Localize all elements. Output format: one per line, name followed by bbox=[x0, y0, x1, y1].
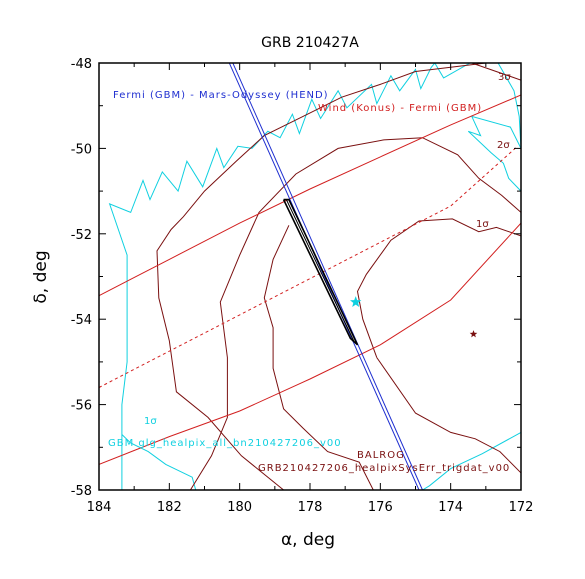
sigma1-balrog-label: 1σ bbox=[476, 219, 489, 230]
balrog-contour-3sigma-right bbox=[471, 63, 521, 81]
y-tick-label-0: -48 bbox=[71, 57, 92, 72]
intersection-box bbox=[282, 198, 359, 346]
y-tick-label-2: -52 bbox=[71, 228, 92, 243]
balrog-contour-1sigma bbox=[376, 357, 521, 474]
dark-star bbox=[469, 330, 478, 338]
wind-fermi-center-line bbox=[99, 145, 518, 388]
gbm-contour-bottom-left bbox=[121, 434, 197, 490]
sigma1-gbm-label: 1σ bbox=[144, 416, 157, 427]
sigma3-label: 3σ bbox=[498, 72, 511, 83]
y-tick-label-4: -56 bbox=[71, 399, 92, 414]
balrog-contour-2sigma bbox=[189, 137, 521, 490]
plot-area: Fermi (GBM) - Mars-Odyssey (HEND) Wind (K… bbox=[99, 63, 521, 490]
x-axis-title: α, deg bbox=[281, 530, 335, 550]
x-tick-label-3: 178 bbox=[298, 500, 323, 515]
chart-title: GRB 210427A bbox=[261, 35, 359, 51]
fermi-odyssey-line-1 bbox=[228, 63, 420, 490]
balrog-label: BALROG bbox=[357, 450, 405, 461]
x-tick-label-1: 182 bbox=[157, 500, 182, 515]
x-tick-label-2: 180 bbox=[227, 500, 252, 515]
x-tick-label-6: 172 bbox=[509, 500, 534, 515]
fermi-odyssey-label: Fermi (GBM) - Mars-Odyssey (HEND) bbox=[113, 90, 329, 101]
wind-fermi-upper-line bbox=[99, 94, 521, 297]
balrog-file-label: GRB210427206_healpixSysErr_trigdat_v00 bbox=[258, 463, 510, 474]
y-tick-label-3: -54 bbox=[71, 313, 92, 328]
intersection-box-mid bbox=[285, 199, 355, 342]
axes: 184 182 180 178 176 174 172 -48 -50 -52 -54 -56 -58 bbox=[71, 57, 534, 515]
x-tick-label-0: 184 bbox=[87, 500, 112, 515]
balrog-contour-1sigma-top bbox=[356, 218, 521, 358]
fermi-odyssey-line-2 bbox=[232, 63, 423, 490]
y-axis-title: δ, deg bbox=[31, 250, 51, 303]
balrog-contour-3sigma bbox=[156, 63, 486, 490]
wind-fermi-label: Wind (Konus) - Fermi (GBM) bbox=[318, 103, 482, 114]
gbm-file-label: GBM glg_healpix_all_bn210427206_v00 bbox=[108, 438, 342, 449]
gbm-contour-1sigma bbox=[108, 63, 521, 490]
sigma2-label: 2σ bbox=[497, 140, 510, 151]
wind-fermi-lower-line bbox=[99, 222, 521, 465]
balrog-contour-2sigma-bottom bbox=[263, 225, 374, 490]
y-tick-label-5: -58 bbox=[71, 484, 92, 499]
x-tick-label-4: 176 bbox=[368, 500, 393, 515]
x-tick-label-5: 174 bbox=[438, 500, 463, 515]
cyan-star bbox=[350, 296, 362, 307]
gbm-contour-bottom-right bbox=[422, 431, 521, 490]
y-tick-label-1: -50 bbox=[71, 142, 92, 157]
plot-frame bbox=[98, 62, 522, 491]
